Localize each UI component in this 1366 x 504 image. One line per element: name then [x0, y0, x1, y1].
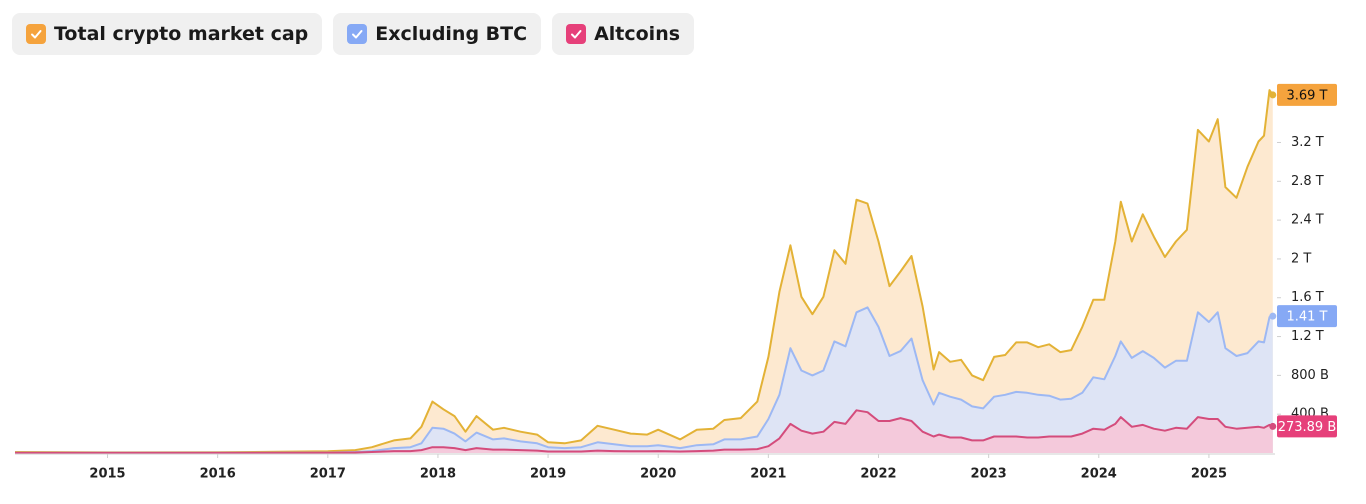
- value-label: 3.69 T: [1277, 83, 1337, 106]
- value-label-text: 3.69 T: [1286, 88, 1327, 103]
- area-line: [14, 89, 1274, 454]
- x-tick-label: 2021: [750, 467, 786, 482]
- y-tick-label: 1.6 T: [1291, 290, 1324, 305]
- legend: Total crypto market cap Excluding BTC Altc…: [12, 13, 695, 55]
- area-fill: [15, 410, 1273, 453]
- area-line: [15, 306, 1274, 454]
- x-tick-label: 2024: [1081, 467, 1117, 482]
- legend-label[interactable]: Altcoins: [594, 23, 681, 45]
- value-label-text: 1.41 T: [1286, 310, 1327, 325]
- end-point: [1269, 91, 1277, 99]
- value-label-bg: [1277, 305, 1337, 328]
- x-tick-label: 2019: [530, 467, 566, 482]
- legend-label[interactable]: Total crypto market cap: [54, 23, 309, 45]
- legend-checkbox[interactable]: [26, 24, 46, 44]
- x-tick-label: 2016: [200, 467, 236, 482]
- x-tick-label: 2017: [310, 467, 346, 482]
- value-label-bg: [1277, 83, 1337, 106]
- x-tick-label: 2020: [640, 467, 676, 482]
- legend-checkbox[interactable]: [347, 24, 368, 44]
- legend-checkbox[interactable]: [566, 24, 587, 44]
- x-tick-label: 2022: [860, 467, 896, 482]
- value-label: 273.89 B: [1277, 415, 1337, 438]
- legend-item[interactable]: Excluding BTC: [333, 13, 542, 55]
- y-tick-label: 2.4 T: [1291, 213, 1324, 228]
- y-tick-label: 800 B: [1291, 368, 1329, 383]
- y-tick-label: 2.8 T: [1291, 174, 1324, 189]
- x-tick-label: 2023: [971, 467, 1007, 482]
- area-fill: [15, 307, 1273, 453]
- y-tick-label: 1.2 T: [1291, 329, 1324, 344]
- value-label-bg: [1277, 415, 1337, 438]
- x-tick-label: 2015: [89, 467, 125, 482]
- check-icon: [31, 30, 42, 39]
- y-tick-label: 3.2 T: [1291, 135, 1324, 150]
- check-icon: [352, 30, 363, 39]
- check-icon: [571, 30, 582, 39]
- value-label: 1.41 T: [1277, 305, 1337, 328]
- x-tick-label: 2025: [1191, 467, 1227, 482]
- area-fill: [15, 90, 1273, 453]
- end-point: [1269, 312, 1277, 320]
- legend-label[interactable]: Excluding BTC: [375, 23, 528, 45]
- x-tick-label: 2018: [420, 467, 456, 482]
- legend-item[interactable]: Total crypto market cap: [12, 13, 323, 55]
- area-line: [15, 409, 1274, 454]
- legend-item[interactable]: Altcoins: [552, 13, 695, 55]
- end-point: [1269, 422, 1277, 430]
- y-tick-label: 2 T: [1291, 251, 1311, 266]
- value-label-text: 273.89 B: [1278, 420, 1337, 435]
